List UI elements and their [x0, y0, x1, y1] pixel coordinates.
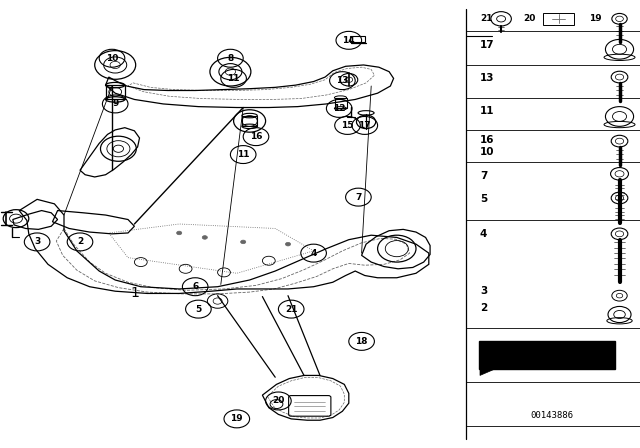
Text: 3: 3	[480, 286, 487, 296]
Text: 15: 15	[341, 121, 354, 130]
Text: 20: 20	[272, 396, 285, 405]
Text: 7: 7	[355, 193, 362, 202]
Text: 11: 11	[237, 150, 250, 159]
Text: 16: 16	[480, 135, 495, 145]
Text: 19: 19	[230, 414, 243, 423]
Text: 7: 7	[480, 171, 488, 181]
Text: 2: 2	[77, 237, 83, 246]
Text: 11: 11	[227, 74, 240, 83]
Text: 9: 9	[112, 99, 118, 108]
Text: 14: 14	[342, 36, 355, 45]
Polygon shape	[480, 368, 497, 375]
Circle shape	[202, 236, 207, 239]
Text: 6: 6	[192, 282, 198, 291]
Circle shape	[241, 240, 246, 244]
Text: 21: 21	[285, 305, 298, 314]
Text: 4: 4	[310, 249, 317, 258]
Text: 12: 12	[333, 104, 346, 113]
Text: 13: 13	[480, 73, 495, 83]
Text: 4: 4	[480, 229, 488, 239]
Text: 13: 13	[336, 76, 349, 85]
Text: 1: 1	[130, 286, 139, 301]
Text: 11: 11	[480, 106, 495, 116]
Text: 21: 21	[480, 14, 493, 23]
Text: 18: 18	[355, 337, 368, 346]
Text: 00143886: 00143886	[531, 411, 574, 420]
Text: 2: 2	[480, 303, 487, 313]
Text: 10: 10	[480, 147, 495, 157]
Text: 20: 20	[524, 14, 536, 23]
Text: 5: 5	[195, 305, 202, 314]
Text: 3: 3	[34, 237, 40, 246]
Text: 10: 10	[106, 54, 118, 63]
Circle shape	[177, 231, 182, 235]
Circle shape	[285, 242, 291, 246]
Text: 17: 17	[480, 40, 495, 50]
Text: 16: 16	[250, 132, 262, 141]
Text: 8: 8	[227, 54, 234, 63]
FancyBboxPatch shape	[479, 341, 615, 369]
Text: 17: 17	[358, 121, 371, 130]
Text: 19: 19	[589, 14, 602, 23]
Text: 5: 5	[480, 194, 487, 204]
